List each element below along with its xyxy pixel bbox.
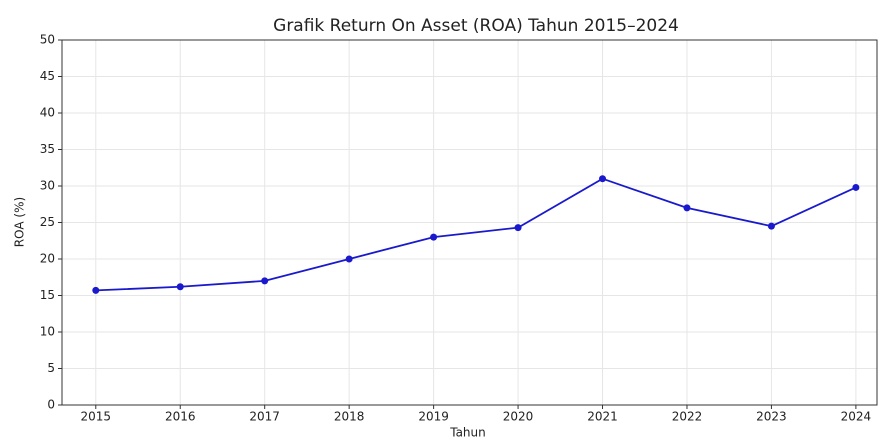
x-tick-label: 2018: [334, 410, 365, 424]
y-tick-label: 50: [40, 33, 55, 47]
x-tick-label: 2019: [418, 410, 449, 424]
x-tick-label: 2023: [756, 410, 787, 424]
x-tick-label: 2015: [81, 410, 112, 424]
x-axis-label: Tahun: [449, 426, 486, 439]
y-tick-label: 25: [40, 215, 55, 229]
y-tick-label: 15: [40, 288, 55, 302]
data-point: [514, 224, 522, 232]
x-tick-label: 2017: [249, 410, 280, 424]
data-line: [95, 177, 857, 292]
y-axis-label: ROA (%): [13, 197, 27, 247]
y-tick-label: 45: [40, 69, 55, 83]
y-tick-label: 30: [40, 179, 55, 193]
x-tick-label: 2024: [841, 410, 872, 424]
y-tick-label: 10: [40, 325, 55, 339]
data-point: [261, 277, 269, 285]
data-point: [92, 286, 100, 294]
x-tick-label: 2016: [165, 410, 196, 424]
x-tick-label: 2022: [672, 410, 703, 424]
data-point: [345, 255, 353, 263]
y-tick-label: 20: [40, 252, 55, 266]
x-tick-label: 2020: [503, 410, 534, 424]
y-tick-label: 40: [40, 106, 55, 120]
data-point: [683, 204, 691, 212]
data-point: [767, 222, 775, 230]
data-point: [176, 283, 184, 291]
data-point: [430, 233, 438, 241]
x-tick-label: 2021: [587, 410, 618, 424]
y-tick-label: 0: [47, 398, 55, 412]
plot-frame: [61, 39, 878, 406]
chart-title: Grafik Return On Asset (ROA) Tahun 2015–…: [273, 16, 679, 36]
y-tick-label: 35: [40, 142, 55, 156]
data-point: [599, 175, 607, 183]
data-point: [852, 183, 860, 191]
y-tick-label: 5: [47, 361, 55, 375]
